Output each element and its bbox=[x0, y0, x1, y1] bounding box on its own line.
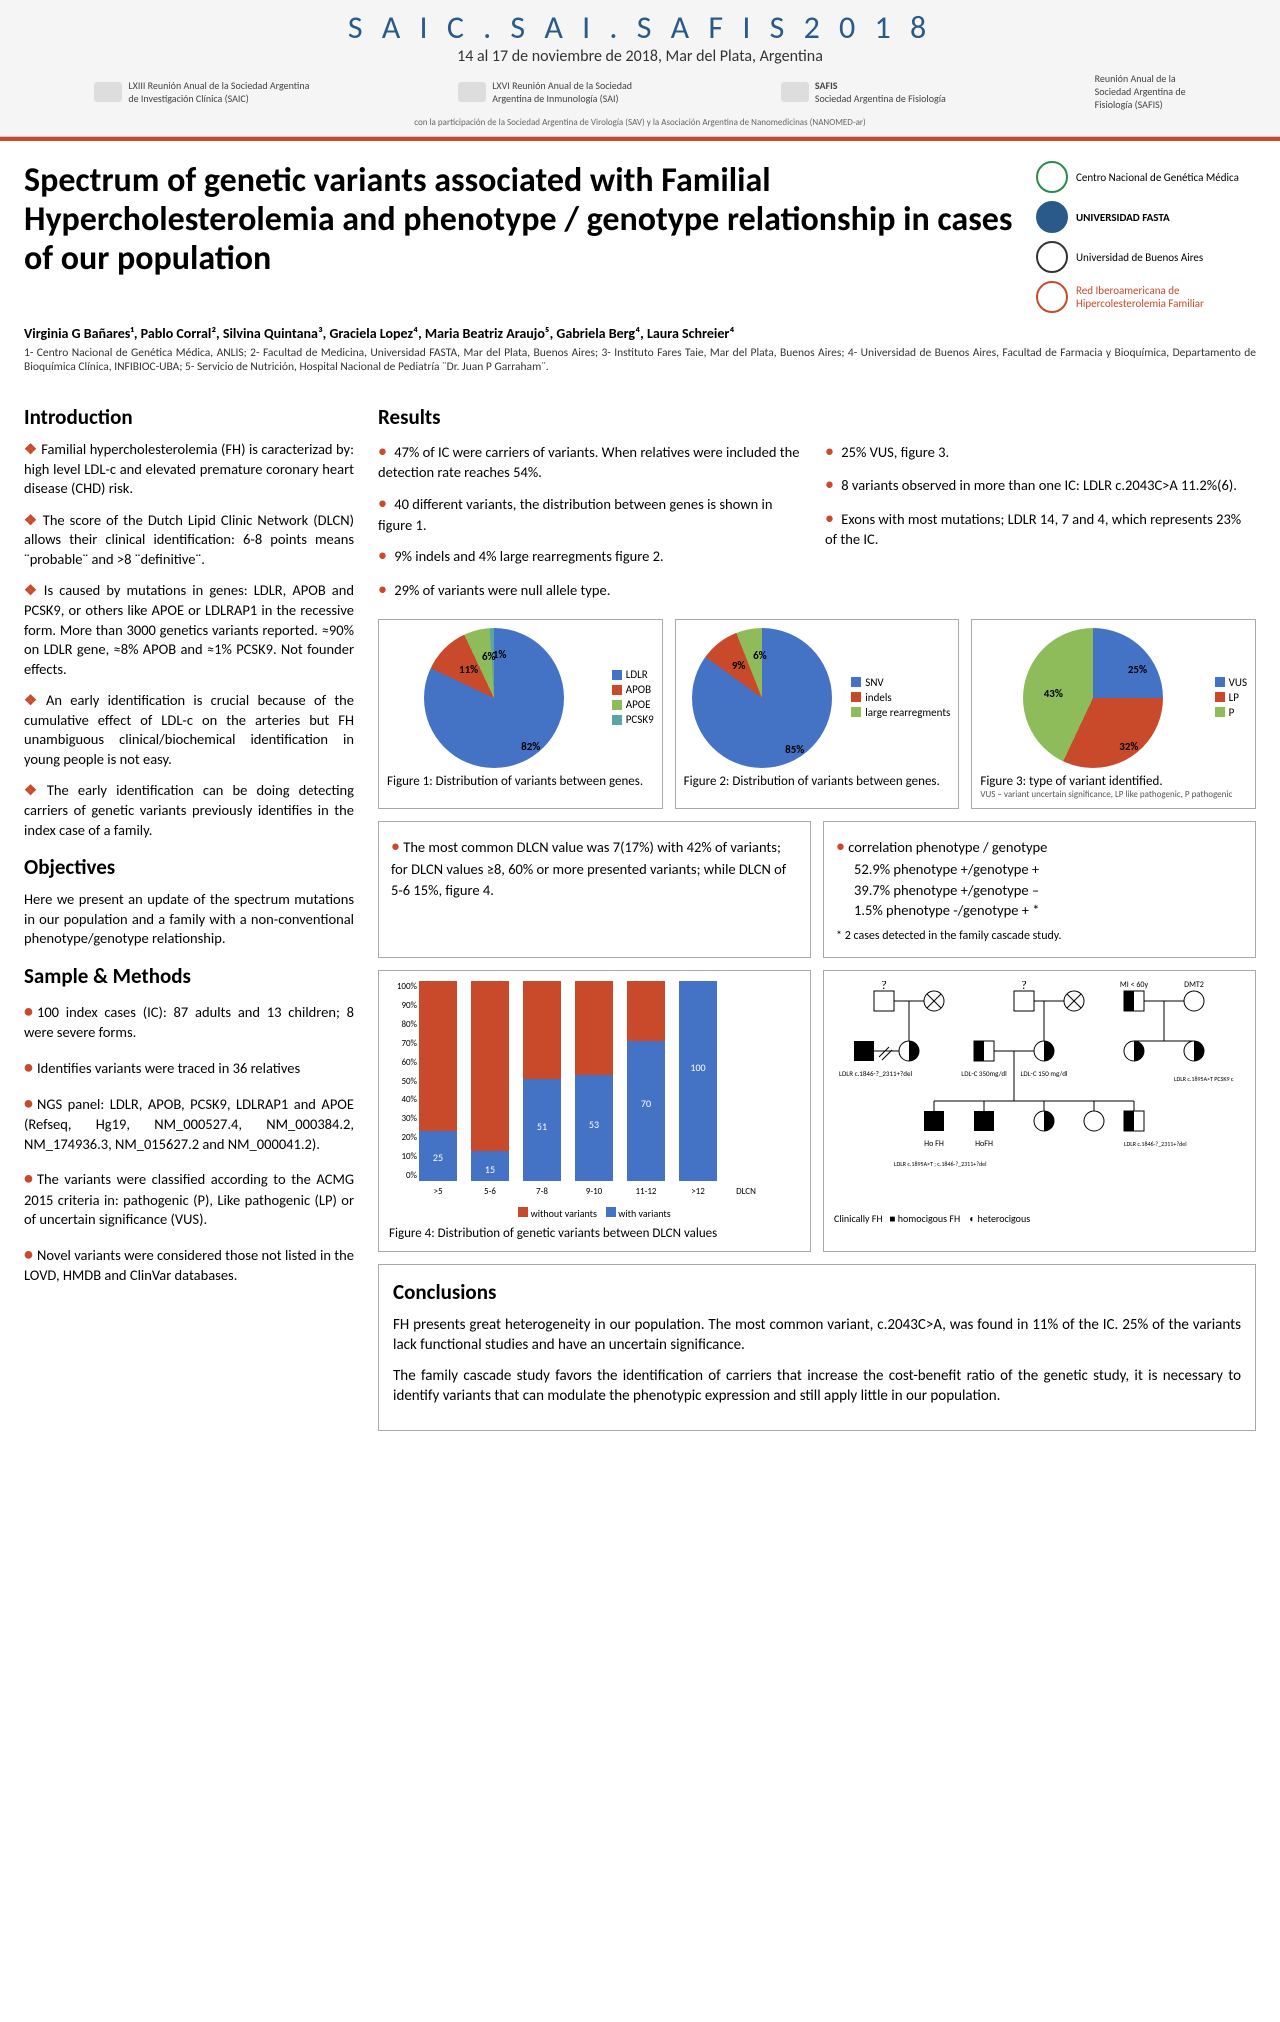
svg-text:LDL-C 150 mg/dl: LDL-C 150 mg/dl bbox=[1020, 1069, 1067, 1078]
uba-logo bbox=[1036, 241, 1068, 273]
conference-orgs: LXIII Reunión Anual de la Sociedad Argen… bbox=[20, 66, 1260, 117]
results-title: Results bbox=[378, 404, 1256, 430]
fasta-logo bbox=[1036, 201, 1068, 233]
methods-item: Identifies variants were traced in 36 re… bbox=[24, 1055, 354, 1079]
conclusions-p2: The family cascade study favors the iden… bbox=[393, 1366, 1241, 1407]
methods-item: Novel variants were considered those not… bbox=[24, 1242, 354, 1286]
results-item: • 25% VUS, figure 3. bbox=[825, 440, 1256, 463]
svg-text:?: ? bbox=[881, 981, 887, 993]
correlation-box: • correlation phenotype / genotype 52.9%… bbox=[823, 821, 1256, 958]
methods-item: The variants were classified according t… bbox=[24, 1166, 354, 1229]
methods-item: NGS panel: LDLR, APOB, PCSK9, LDLRAP1 an… bbox=[24, 1091, 354, 1154]
svg-text:DMT2: DMT2 bbox=[1184, 981, 1204, 990]
safis-logo bbox=[781, 82, 809, 102]
poster-title: Spectrum of genetic variants associated … bbox=[24, 161, 1016, 313]
svg-text:LDLR c.1846-?_2311+?del: LDLR c.1846-?_2311+?del bbox=[839, 1069, 912, 1078]
svg-text:LDLR c.1895A>T PCSK9 c..657+10: LDLR c.1895A>T PCSK9 c..657+108delC bbox=[1174, 1075, 1234, 1083]
dlcn-box: • The most common DLCN value was 7(17%) … bbox=[378, 821, 811, 958]
conference-footer: con la participación de la Sociedad Arge… bbox=[20, 117, 1260, 128]
bar-group: 7011-12 bbox=[627, 981, 665, 1181]
authors: Virginia G Bañares¹, Pablo Corral², Silv… bbox=[24, 325, 1256, 342]
conference-title: S A I C . S A I . S A F I S 2 0 1 8 bbox=[20, 8, 1260, 47]
pedigree-legend: Clinically FH ■ homocigous FH ◐ heteroci… bbox=[834, 1212, 1245, 1225]
figure-4: 0%10%20%30%40%50%60%70%80%90%100% 25>515… bbox=[378, 970, 811, 1252]
figure-3: 25%32%43% VUSLPP Figure 3: type of varia… bbox=[971, 619, 1256, 809]
saic-logo bbox=[94, 82, 122, 102]
results-item: • 9% indels and 4% large rearregments fi… bbox=[378, 544, 809, 567]
objectives-title: Objectives bbox=[24, 854, 354, 880]
bar-group: 539-10 bbox=[575, 981, 613, 1181]
svg-text:?: ? bbox=[1021, 981, 1027, 993]
results-item: • Exons with most mutations; LDLR 14, 7 … bbox=[825, 507, 1256, 549]
conclusions-p1: FH presents great heterogeneity in our p… bbox=[393, 1315, 1241, 1356]
pie-charts-row: 82%11%6%1% LDLRAPOBAPOEPCSK9 Figure 1: D… bbox=[378, 619, 1256, 809]
results-item: • 29% of variants were null allele type. bbox=[378, 578, 809, 601]
intro-item: Familial hypercholesterolemia (FH) is ca… bbox=[24, 440, 354, 499]
results-item: • 8 variants observed in more than one I… bbox=[825, 473, 1256, 496]
results-item: • 40 different variants, the distributio… bbox=[378, 492, 809, 534]
sai-logo bbox=[458, 82, 486, 102]
affiliations: 1- Centro Nacional de Genética Médica, A… bbox=[24, 346, 1256, 374]
cngm-logo bbox=[1036, 161, 1068, 193]
redibero-logo bbox=[1036, 281, 1068, 313]
intro-item: Is caused by mutations in genes: LDLR, A… bbox=[24, 581, 354, 679]
affiliation-logos: Centro Nacional de Genética Médica UNIVE… bbox=[1036, 161, 1256, 313]
intro-title: Introduction bbox=[24, 404, 354, 430]
conclusions-title: Conclusions bbox=[393, 1279, 1241, 1305]
bar-group: 100>12 bbox=[679, 981, 717, 1181]
methods-title: Sample & Methods bbox=[24, 963, 354, 989]
methods-item: 100 index cases (IC): 87 adults and 13 c… bbox=[24, 999, 354, 1043]
bar-group: 25>5 bbox=[419, 981, 457, 1181]
svg-text:HoFH: HoFH bbox=[975, 1139, 993, 1149]
svg-text:LDLR c.1846-?_2311+?del: LDLR c.1846-?_2311+?del bbox=[1124, 1140, 1187, 1148]
intro-item: The early identification can be doing de… bbox=[24, 781, 354, 840]
objectives-text: Here we present an update of the spectru… bbox=[24, 890, 354, 949]
intro-item: The score of the Dutch Lipid Clinic Netw… bbox=[24, 511, 354, 570]
intro-item: An early identification is crucial becau… bbox=[24, 691, 354, 769]
figure-1: 82%11%6%1% LDLRAPOBAPOEPCSK9 Figure 1: D… bbox=[378, 619, 663, 809]
svg-text:LDLR c.1895A>T ; c.1846-?_2311: LDLR c.1895A>T ; c.1846-?_2311+?del bbox=[894, 1160, 987, 1168]
conference-header: S A I C . S A I . S A F I S 2 0 1 8 14 a… bbox=[0, 0, 1280, 137]
svg-text:Ho FH: Ho FH bbox=[924, 1139, 944, 1149]
svg-text:MI < 60y: MI < 60y bbox=[1120, 981, 1149, 990]
results-item: • 47% of IC were carriers of variants. W… bbox=[378, 440, 809, 482]
pedigree-svg: ? ? MI < 60y DMT2 bbox=[834, 981, 1234, 1201]
conclusions-box: Conclusions FH presents great heterogene… bbox=[378, 1264, 1256, 1431]
pedigree-chart: ? ? MI < 60y DMT2 bbox=[823, 970, 1256, 1252]
svg-text:LDL-C 350mg/dl: LDL-C 350mg/dl bbox=[961, 1069, 1007, 1078]
conference-subtitle: 14 al 17 de noviembre de 2018, Mar del P… bbox=[20, 47, 1260, 66]
bar-group: 155-6 bbox=[471, 981, 509, 1181]
bar-group: 517-8 bbox=[523, 981, 561, 1181]
figure-2: 85%9%6% SNVindelslarge rearregments Figu… bbox=[675, 619, 960, 809]
